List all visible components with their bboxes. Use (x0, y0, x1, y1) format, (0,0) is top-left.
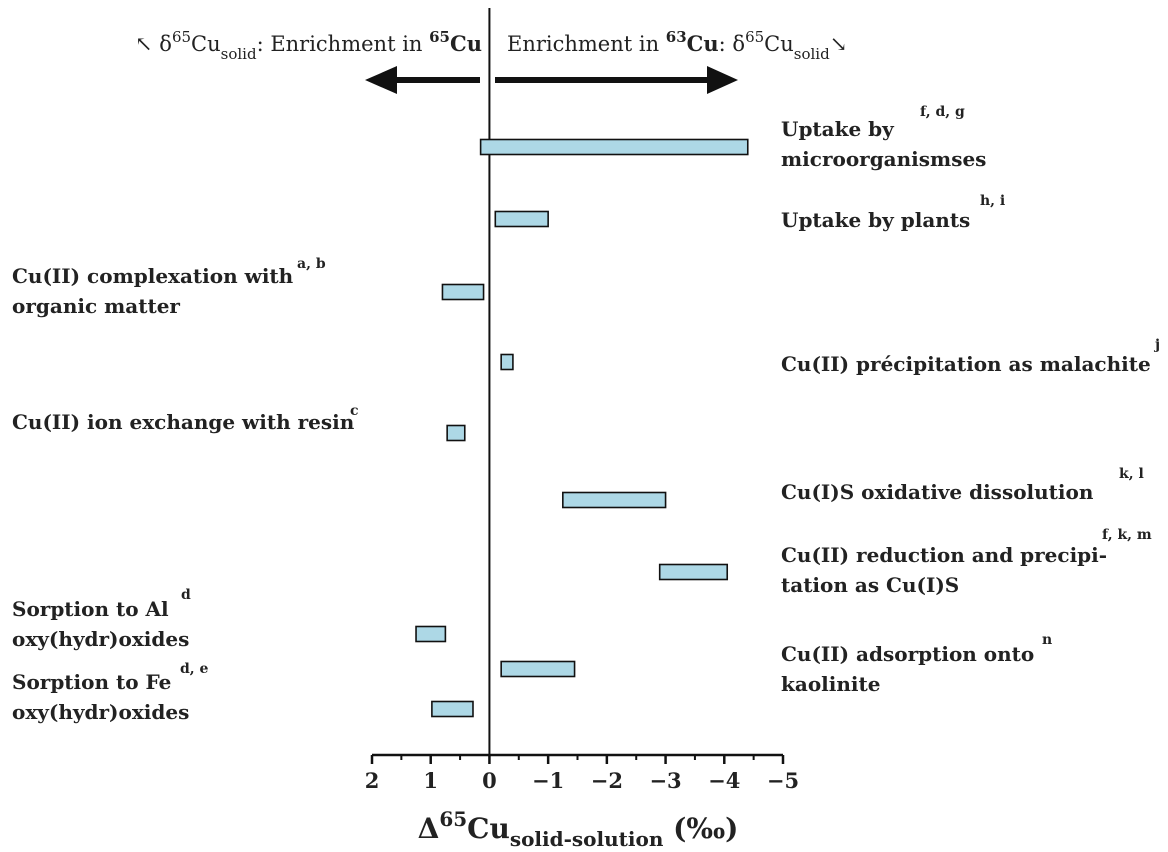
range-bar (500, 660, 576, 678)
x-axis-label: Δ65Cusolid-solution (‰) (418, 807, 739, 851)
reference-superscript: d, e (180, 661, 209, 677)
process-label: Cu(II) adsorption onto kaolinite n (781, 632, 1052, 696)
x-tick-label: −1 (532, 768, 564, 793)
process-label-line: kaolinite (781, 672, 880, 696)
process-label-line: Cu(II) précipitation as malachite (781, 352, 1151, 376)
process-label: Cu(I)S oxidative dissolution k, l (781, 466, 1144, 504)
process-label: Sorption to Fe oxy(hydr)oxides d, e (12, 661, 209, 724)
x-tick-label: −5 (767, 768, 799, 793)
header-left: ↖ δ65Cusolid: Enrichment in 65Cu (135, 28, 482, 63)
process-label-line: organic matter (12, 294, 180, 318)
header-right: Enrichment in 63Cu: δ65Cusolid↘ (507, 28, 847, 63)
range-bar (494, 210, 549, 228)
process-label-line: Cu(II) adsorption onto (781, 642, 1034, 666)
process-label: Cu(II) reduction and precipi-tation as C… (781, 527, 1152, 597)
process-label-line: Sorption to Al (12, 597, 169, 621)
x-tick-label: 2 (365, 768, 380, 793)
process-label-line: Cu(II) reduction and precipi- (781, 543, 1107, 567)
process-label-line: oxy(hydr)oxides (12, 700, 189, 724)
reference-superscript: a, b (297, 256, 326, 272)
process-label-line: tation as Cu(I)S (781, 573, 959, 597)
process-label-line: Cu(II) ion exchange with resin (12, 410, 355, 434)
reference-superscript: h, i (980, 193, 1005, 209)
process-label: Uptake by plants h, i (781, 193, 1005, 232)
right-direction-arrow-icon (495, 66, 738, 94)
x-tick-label: −2 (591, 768, 623, 793)
reference-superscript: d (181, 587, 191, 603)
range-bar (479, 138, 749, 156)
range-bar (658, 563, 729, 581)
range-bar (415, 625, 447, 643)
left-direction-arrow-icon (365, 66, 480, 94)
process-label-line: oxy(hydr)oxides (12, 627, 189, 651)
range-bars (415, 138, 749, 718)
process-label-line: Sorption to Fe (12, 670, 171, 694)
x-axis: 2 1 0 −1 −2 −3 −4 −5 (365, 753, 799, 793)
reference-superscript: j (1153, 337, 1160, 353)
process-label: Uptake by microorganismses f, d, g (781, 104, 986, 171)
process-label: Sorption to Al oxy(hydr)oxides d (12, 587, 191, 651)
process-label-line: Uptake by plants (781, 208, 970, 232)
process-label-line: Uptake by (781, 117, 895, 141)
process-label-line: Cu(II) complexation with (12, 264, 294, 288)
reference-superscript: n (1042, 632, 1052, 648)
x-tick-label: −4 (708, 768, 740, 793)
process-label-line: Cu(I)S oxidative dissolution (781, 480, 1094, 504)
x-tick-label: 0 (482, 768, 497, 793)
range-bar (500, 353, 514, 371)
reference-superscript: c (350, 403, 359, 419)
reference-superscript: f, d, g (920, 104, 965, 120)
process-label: Cu(II) complexation with organic matter a,… (12, 256, 326, 318)
x-tick-label: −3 (649, 768, 681, 793)
range-bar (441, 283, 485, 301)
range-bar (562, 491, 667, 509)
reference-superscript: k, l (1119, 466, 1144, 482)
x-tick-label: 1 (423, 768, 438, 793)
process-label-line: microorganismses (781, 147, 986, 171)
reference-superscript: f, k, m (1102, 527, 1152, 543)
range-bar (431, 700, 474, 718)
range-bar (446, 424, 466, 442)
